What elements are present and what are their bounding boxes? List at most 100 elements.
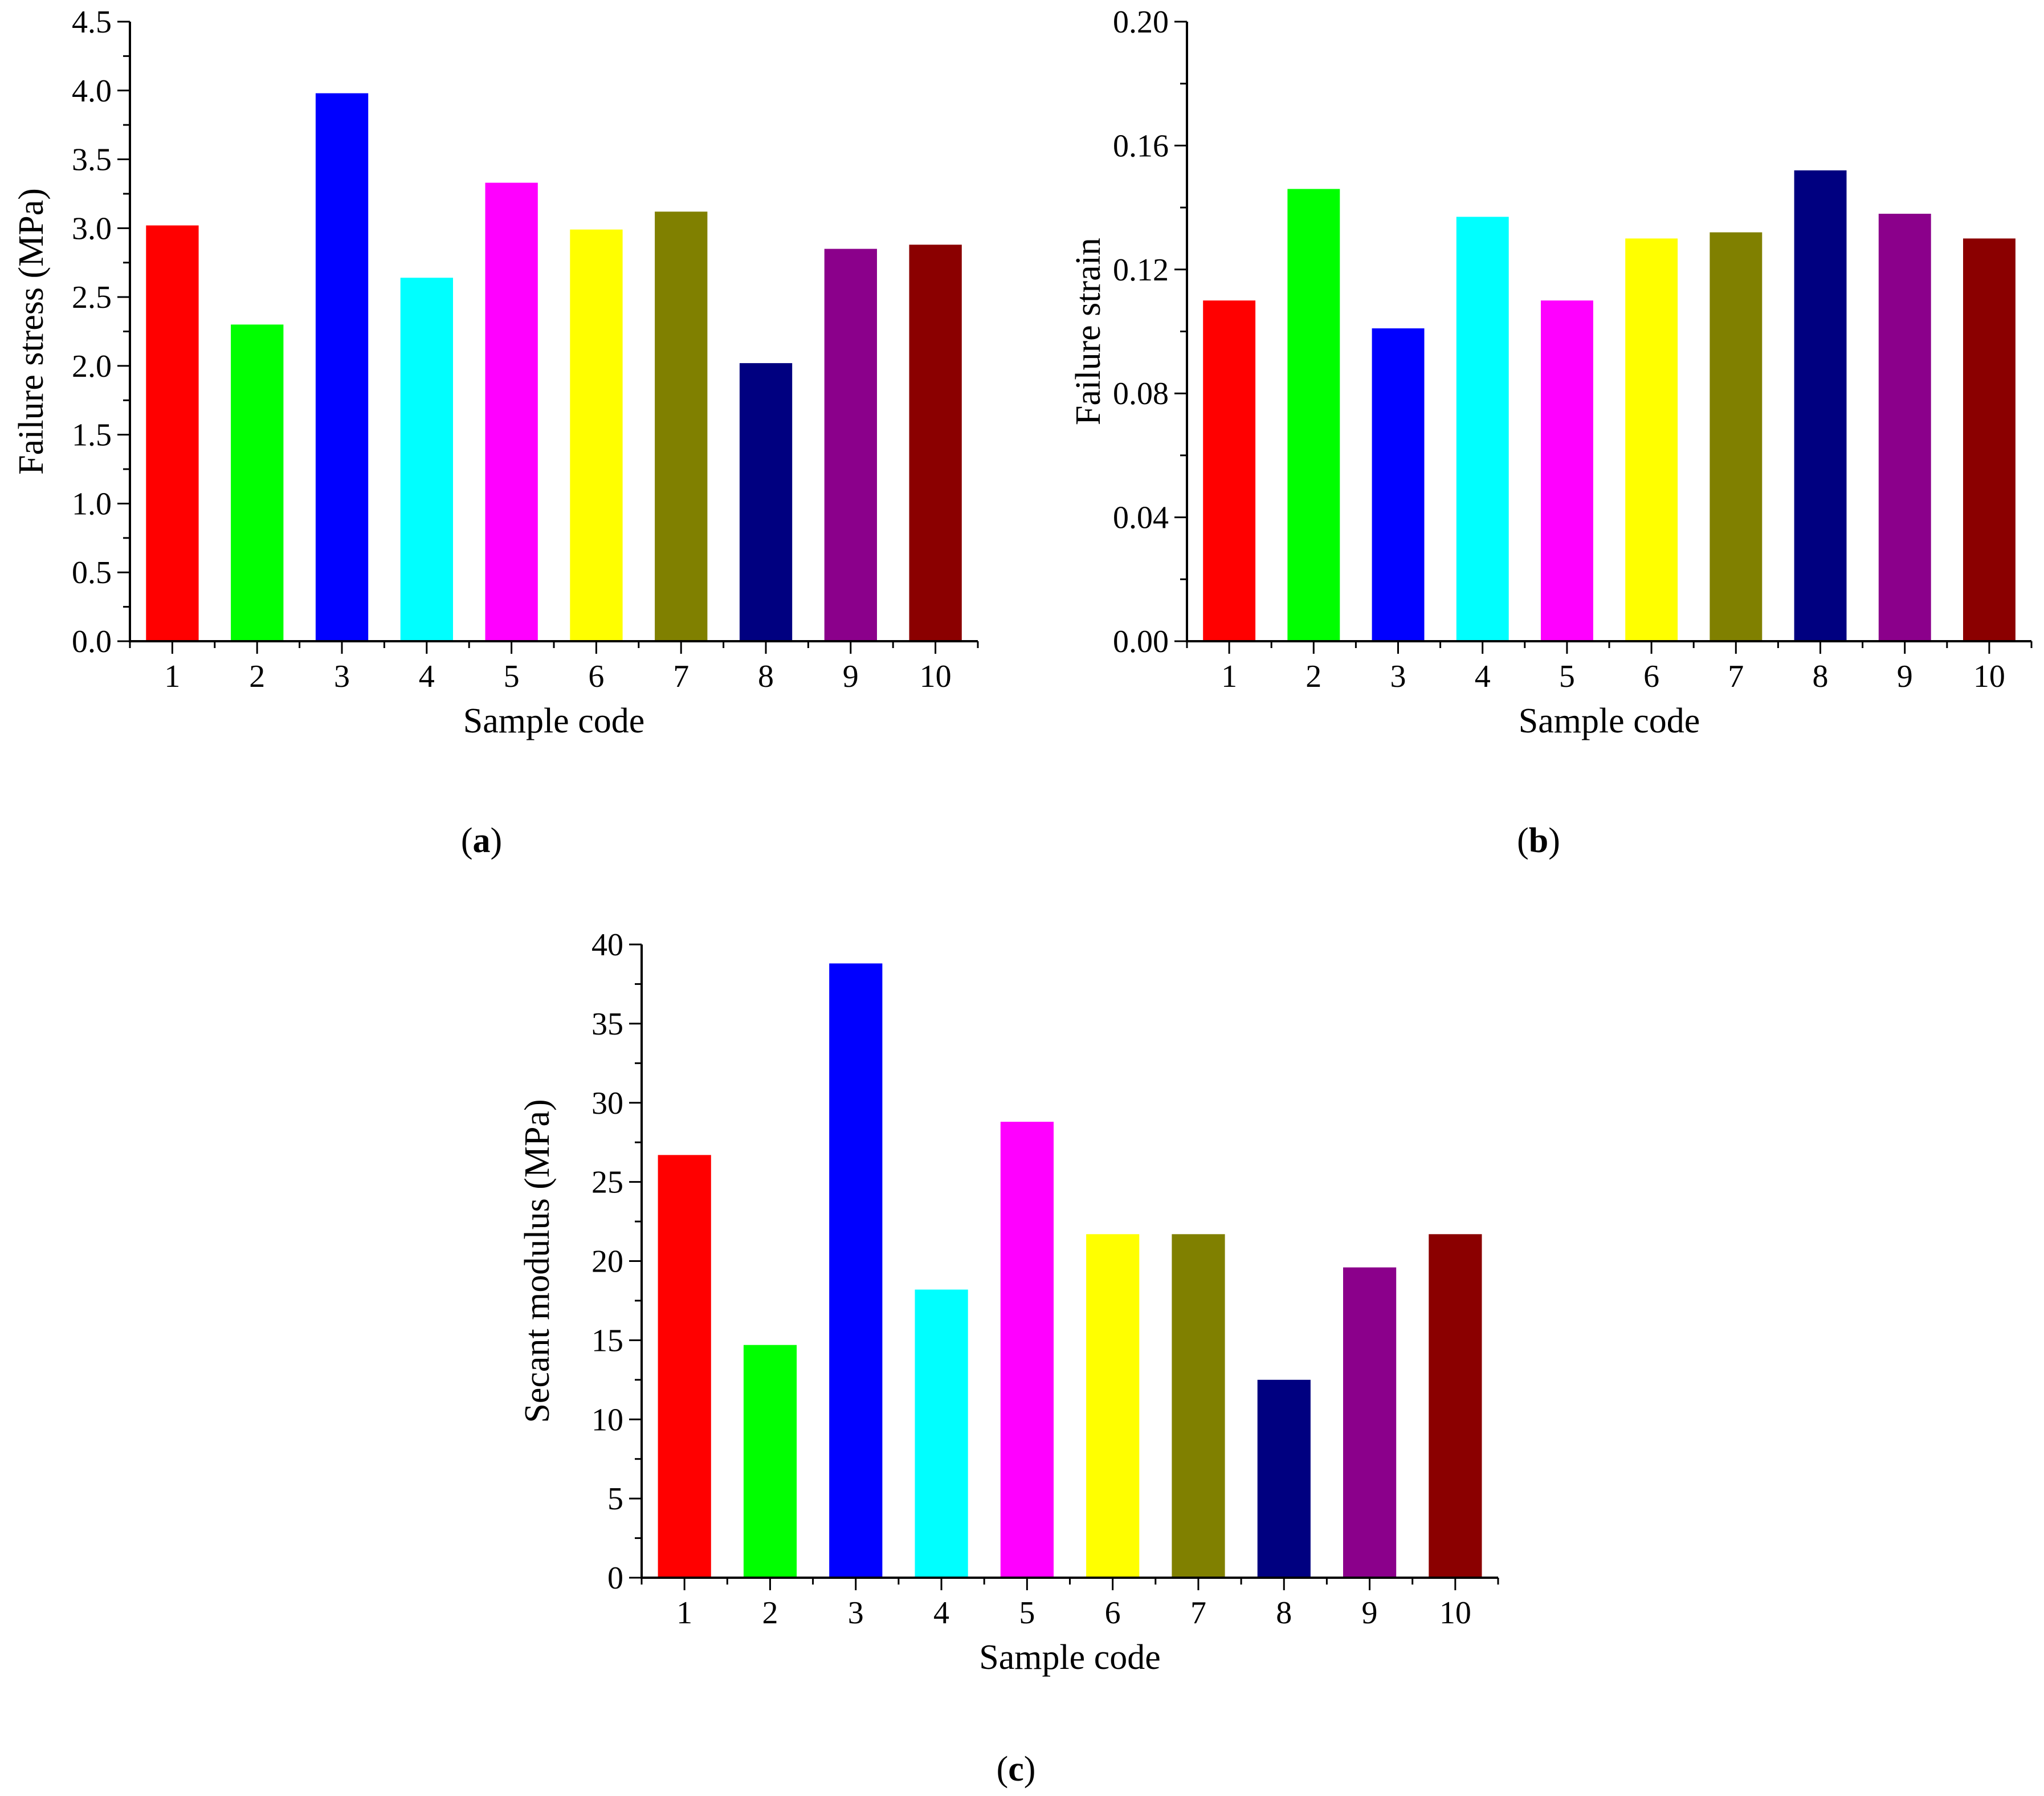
x-tick-label-8: 8 — [758, 659, 774, 694]
y-tick-label: 15 — [591, 1323, 623, 1358]
y-tick-label: 0.16 — [1113, 128, 1169, 164]
y-tick-label: 3.5 — [72, 142, 112, 178]
bar-a-10 — [909, 245, 962, 641]
x-tick-label-2: 2 — [762, 1595, 778, 1631]
panel-label-b: (b) — [1517, 821, 1560, 860]
y-tick-label: 0.08 — [1113, 376, 1169, 412]
x-tick-label-7: 7 — [673, 659, 689, 694]
x-tick-label-4: 4 — [933, 1595, 949, 1631]
bar-c-3 — [829, 963, 883, 1578]
bar-a-7 — [655, 211, 708, 641]
y-tick-label: 4.0 — [72, 74, 112, 109]
x-tick-label-4: 4 — [419, 659, 435, 694]
y-tick-label: 2.5 — [72, 280, 112, 315]
bar-c-1 — [658, 1155, 711, 1578]
y-tick-label: 0.12 — [1113, 253, 1169, 288]
bar-a-6 — [570, 229, 623, 641]
bar-b-10 — [1963, 238, 2016, 641]
x-tick-label-2: 2 — [249, 659, 265, 694]
chart-panel-b: 0.00 0.04 0.08 0.12 0.16 0.20 1 2 3 4 5 6 7 8 9 10 Sampl… — [1069, 5, 2033, 860]
y-tick-label: 25 — [591, 1165, 623, 1200]
bar-b-3 — [1372, 328, 1425, 641]
bar-c-9 — [1343, 1267, 1397, 1578]
bar-a-9 — [824, 249, 877, 642]
bar-b-5 — [1541, 300, 1593, 641]
y-tick-label: 5 — [607, 1481, 623, 1517]
bar-a-1 — [146, 225, 199, 641]
panel-label-a: (a) — [461, 821, 502, 860]
y-axis-title: Secant modulus (MPa) — [518, 1099, 557, 1423]
y-tick-label: 0.5 — [72, 555, 112, 590]
y-tick-label: 0.0 — [72, 624, 112, 659]
x-tick-label-10: 10 — [1973, 659, 2005, 694]
bar-b-9 — [1878, 214, 1931, 641]
x-tick-label-6: 6 — [588, 659, 604, 694]
bar-a-8 — [739, 363, 793, 641]
x-tick-label-6: 6 — [1643, 659, 1659, 694]
y-tick-label: 20 — [591, 1244, 623, 1280]
y-axis-title: Failure strain — [1069, 238, 1108, 425]
bar-c-6 — [1086, 1234, 1140, 1578]
x-tick-label-1: 1 — [1221, 659, 1237, 694]
bar-a-3 — [315, 93, 369, 642]
x-tick-label-5: 5 — [1019, 1595, 1035, 1631]
y-tick-label: 35 — [591, 1007, 623, 1042]
y-tick-label: 0 — [607, 1561, 623, 1596]
x-tick-label-1: 1 — [676, 1595, 692, 1631]
y-tick-label: 30 — [591, 1086, 623, 1121]
y-tick-label: 0.00 — [1113, 624, 1169, 659]
x-tick-label-3: 3 — [1390, 659, 1406, 694]
y-axis-title: Failure stress (MPa) — [12, 188, 51, 475]
y-tick-label: 0.04 — [1113, 500, 1169, 536]
bar-a-4 — [400, 278, 453, 641]
y-tick-label: 4.5 — [72, 5, 112, 40]
bar-c-4 — [915, 1289, 968, 1578]
y-tick-label: 1.5 — [72, 418, 112, 453]
x-tick-label-9: 9 — [843, 659, 859, 694]
bar-b-7 — [1710, 232, 1763, 642]
x-tick-label-3: 3 — [334, 659, 350, 694]
x-tick-label-1: 1 — [164, 659, 180, 694]
y-tick-label: 2.0 — [72, 349, 112, 384]
x-tick-label-5: 5 — [504, 659, 520, 694]
y-tick-label: 40 — [591, 927, 623, 963]
bar-c-7 — [1172, 1234, 1225, 1578]
x-axis-title: Sample code — [463, 702, 645, 740]
bar-c-8 — [1257, 1379, 1311, 1578]
x-tick-label-7: 7 — [1190, 1595, 1206, 1631]
bar-a-2 — [231, 324, 284, 641]
bar-c-2 — [743, 1345, 797, 1578]
x-tick-label-10: 10 — [920, 659, 952, 694]
x-tick-label-8: 8 — [1276, 1595, 1292, 1631]
x-tick-label-10: 10 — [1439, 1595, 1471, 1631]
x-tick-label-8: 8 — [1813, 659, 1829, 694]
x-tick-label-9: 9 — [1362, 1595, 1378, 1631]
x-tick-label-5: 5 — [1559, 659, 1575, 694]
bar-a-5 — [485, 182, 538, 642]
x-tick-label-3: 3 — [848, 1595, 864, 1631]
x-axis-title: Sample code — [1519, 702, 1700, 740]
x-tick-label-4: 4 — [1475, 659, 1491, 694]
bar-b-6 — [1625, 238, 1678, 641]
bar-b-1 — [1203, 300, 1256, 641]
x-tick-label-6: 6 — [1105, 1595, 1121, 1631]
y-tick-label: 10 — [591, 1402, 623, 1437]
y-tick-label: 3.0 — [72, 211, 112, 246]
panel-letter: b — [1529, 821, 1548, 860]
chart-panel-c: 0 5 10 15 20 25 30 35 40 1 2 3 4 5 6 7 8 9 10 Sample code Se… — [518, 927, 1499, 1789]
y-tick-label: 0.20 — [1113, 5, 1169, 40]
bar-c-10 — [1429, 1234, 1482, 1578]
bar-b-2 — [1287, 189, 1340, 641]
panel-letter: c — [1008, 1750, 1024, 1789]
x-tick-label-2: 2 — [1305, 659, 1321, 694]
chart-panel-a: 0.0 0.5 1.0 1.5 2.0 2.5 3.0 3.5 4.0 4.5 1 2 3 4 5 6 7 8 9 1… — [12, 5, 979, 860]
y-tick-label: 1.0 — [72, 486, 112, 522]
bar-c-5 — [1000, 1122, 1054, 1578]
x-tick-label-9: 9 — [1897, 659, 1913, 694]
bar-b-4 — [1456, 217, 1509, 641]
x-tick-label-7: 7 — [1728, 659, 1744, 694]
panel-label-c: (c) — [997, 1750, 1036, 1789]
x-axis-title: Sample code — [979, 1638, 1161, 1677]
panel-letter: a — [473, 821, 491, 860]
